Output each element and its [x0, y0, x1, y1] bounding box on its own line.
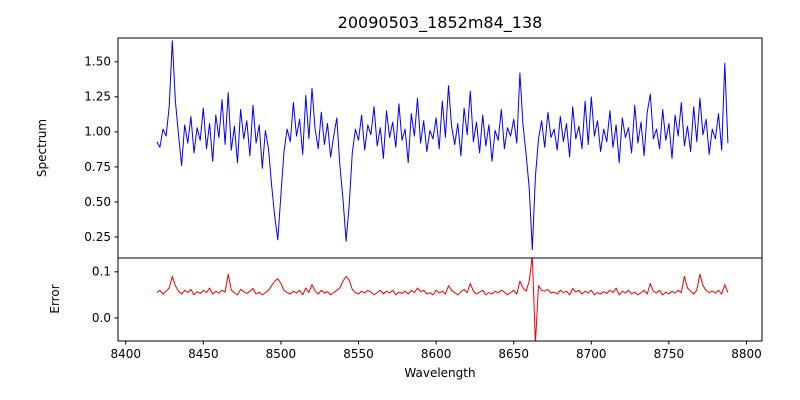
- plot-root: 0.25 0.50 0.75 1.00 1.25 1.50 0.0 0.1 8400 8450 85…: [84, 37, 763, 361]
- x-tick-label: 8600: [421, 347, 452, 361]
- x-tick-label: 8500: [266, 347, 297, 361]
- y-tick-label: 0.0: [92, 311, 111, 325]
- spectrum-line: [156, 40, 729, 251]
- chart-title: 20090503_1852m84_138: [338, 13, 543, 33]
- x-tick-label: 8450: [188, 347, 219, 361]
- x-tick-label: 8550: [343, 347, 374, 361]
- y-tick-label: 0.75: [84, 160, 111, 174]
- x-tick-label: 8750: [654, 347, 685, 361]
- x-tick-label: 8800: [731, 347, 762, 361]
- y-tick-label: 1.00: [84, 125, 111, 139]
- error-line: [156, 258, 729, 341]
- x-tick-label: 8700: [576, 347, 607, 361]
- y-tick-label: 1.25: [84, 90, 111, 104]
- y-tick-label: 1.50: [84, 55, 111, 69]
- x-axis-label: Wavelength: [404, 366, 475, 380]
- x-tick-label: 8650: [498, 347, 529, 361]
- y-axis-label-spectrum: Spectrum: [35, 119, 49, 177]
- error-spine: [117, 257, 763, 342]
- y-axis-label-error: Error: [48, 284, 62, 313]
- spectrum-spine: [117, 37, 763, 259]
- y-tick-label: 0.1: [92, 265, 111, 279]
- y-tick-label: 0.50: [84, 195, 111, 209]
- x-tick-label: 8400: [110, 347, 141, 361]
- y-tick-label: 0.25: [84, 230, 111, 244]
